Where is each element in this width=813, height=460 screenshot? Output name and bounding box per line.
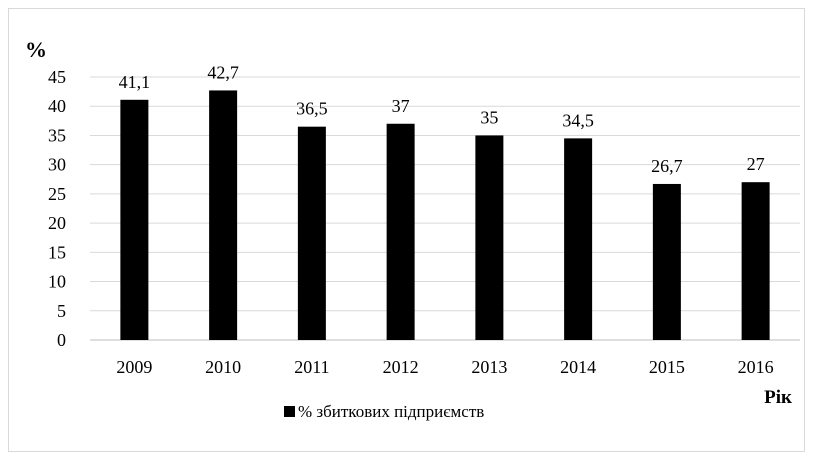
x-tick-label: 2013 [471,357,507,377]
y-tick-label: 40 [48,96,66,116]
y-tick-label: 35 [48,125,66,145]
y-tick-label: 45 [48,67,66,87]
x-tick-labels: 2009 2010 2011 2012 2013 2014 2015 2016 [116,357,773,377]
data-label: 42,7 [207,62,239,82]
bar [475,135,504,340]
bar [386,123,415,340]
bar [120,99,149,340]
bar [297,126,326,340]
x-tick-label: 2015 [649,357,685,377]
y-tick-label: 25 [48,184,66,204]
x-axis-label: Рік [764,387,792,408]
y-tick-label: 15 [48,242,66,262]
x-tick-label: 2014 [560,357,596,377]
bars [120,90,770,340]
data-label: 35 [480,107,498,127]
bar [564,138,593,340]
gridlines [90,76,800,341]
legend: % збиткових підприємств [284,402,484,421]
data-label: 26,7 [651,156,683,176]
bar [741,182,770,340]
data-label: 36,5 [296,99,328,119]
y-tick-label: 10 [48,272,66,292]
data-label: 27 [747,154,765,174]
legend-swatch [284,406,295,417]
x-tick-label: 2009 [116,357,152,377]
bar [209,90,238,340]
value-labels: 41,1 42,7 36,5 37 35 34,5 26,7 27 [119,62,765,176]
x-tick-label: 2011 [294,357,329,377]
bar [652,183,681,340]
legend-label: % збиткових підприємств [298,402,484,421]
y-tick-label: 5 [57,301,66,321]
y-axis-label: % [25,37,47,62]
x-tick-label: 2010 [205,357,241,377]
data-label: 37 [392,96,410,116]
y-tick-label: 30 [48,155,66,175]
y-tick-label: 0 [57,330,66,350]
x-tick-label: 2012 [383,357,419,377]
data-label: 34,5 [562,110,594,130]
x-tick-label: 2016 [738,357,774,377]
y-tick-labels: 0 5 10 15 20 25 30 35 40 45 [48,67,66,350]
data-label: 41,1 [119,72,151,92]
y-tick-label: 20 [48,213,66,233]
